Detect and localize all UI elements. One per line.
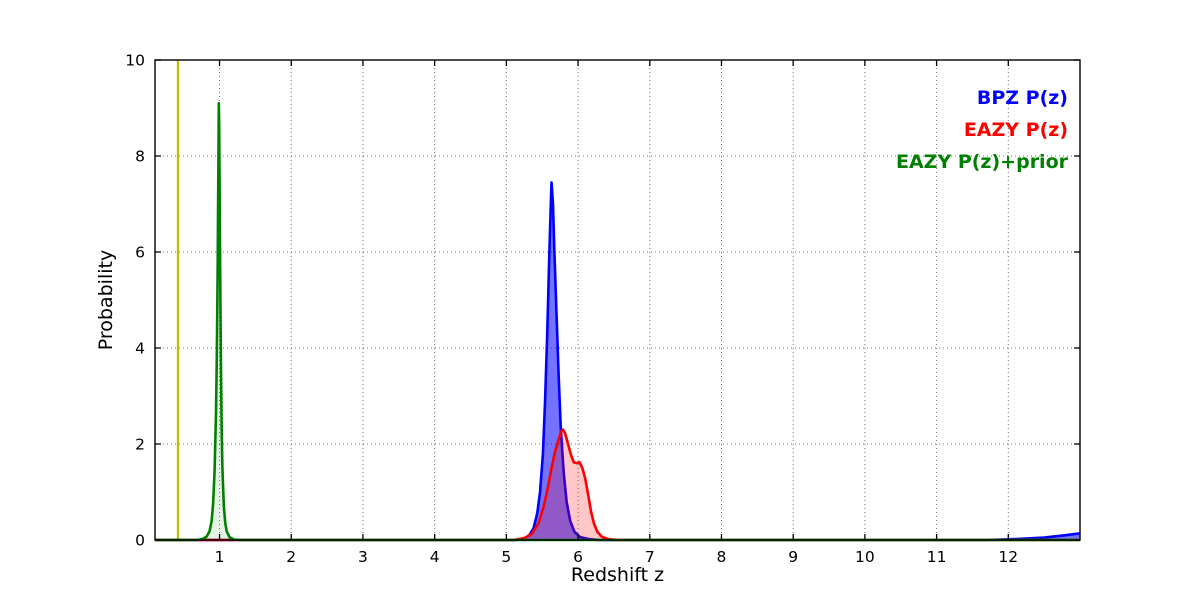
x-tick-label: 9	[788, 548, 798, 566]
x-tick-label: 10	[855, 548, 875, 566]
x-tick-label: 12	[998, 548, 1018, 566]
bpz-curve	[155, 181, 1081, 542]
legend-entry-eazy-prior: EAZY P(z)+prior	[895, 151, 1068, 173]
y-tick-label: 4	[135, 340, 145, 358]
eazy-prior-curve	[155, 101, 1080, 542]
y-axis-label: Probability	[95, 249, 117, 351]
x-tick-label: 2	[286, 548, 296, 566]
legend: BPZ P(z) EAZY P(z) EAZY P(z)+prior	[896, 82, 1068, 178]
x-tick-label: 1	[215, 548, 225, 566]
x-tick-label: 7	[645, 548, 655, 566]
x-tick-label: 8	[717, 548, 727, 566]
y-tick-label: 10	[125, 52, 145, 70]
axes-frame	[154, 59, 1081, 541]
x-tick-label: 6	[573, 548, 583, 566]
y-tick-label: 8	[135, 148, 145, 166]
y-tick-label: 0	[135, 532, 145, 550]
x-tick-label: 11	[927, 548, 947, 566]
x-tick-label: 5	[501, 548, 511, 566]
x-tick-label: 3	[358, 548, 368, 566]
y-tick-label: 2	[135, 436, 145, 454]
x-axis-label: Redshift z	[570, 564, 665, 586]
eazy-curve	[155, 428, 1080, 542]
legend-entry-bpz: BPZ P(z)	[976, 87, 1068, 109]
eazy-curve-fill	[155, 429, 1080, 540]
bpz-curve-fill	[155, 182, 1080, 540]
legend-entry-eazy: EAZY P(z)	[963, 119, 1068, 141]
x-tick-label: 4	[430, 548, 440, 566]
y-tick-label: 6	[135, 244, 145, 262]
